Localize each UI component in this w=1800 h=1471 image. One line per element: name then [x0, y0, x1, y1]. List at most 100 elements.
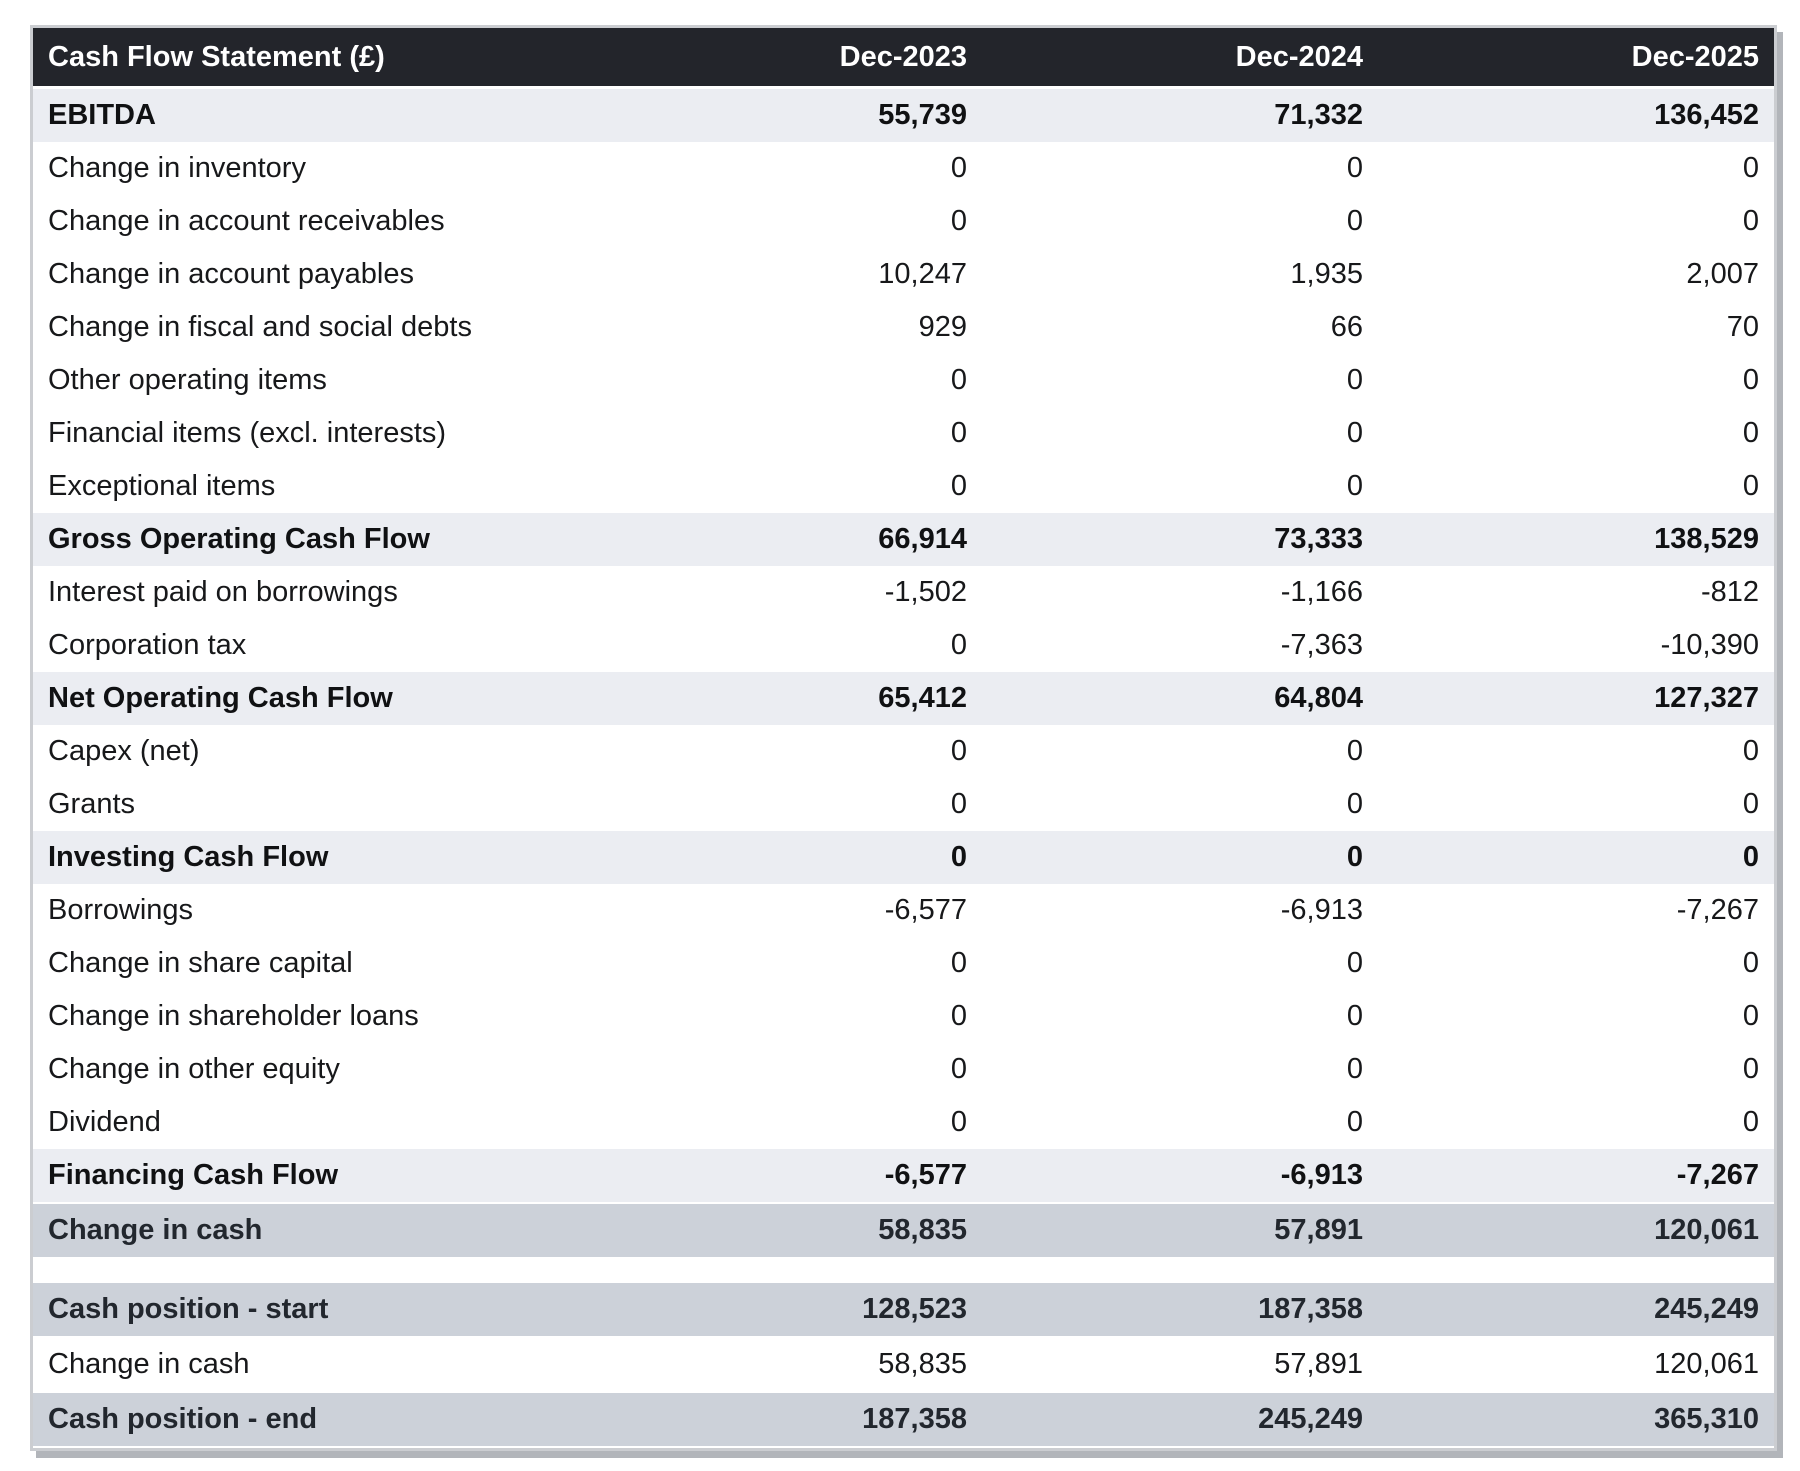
row-label: Financing Cash Flow — [33, 1149, 586, 1203]
table-row: Cash position - end 187,358 245,249 365,… — [33, 1391, 1774, 1448]
cash-flow-statement-container: Cash Flow Statement (£) Dec-2023 Dec-202… — [30, 25, 1777, 1451]
row-label: Cash position - start — [33, 1281, 586, 1338]
cell-value: 0 — [586, 937, 982, 990]
table-row: Change in other equity 0 0 0 — [33, 1043, 1774, 1096]
row-label: Capex (net) — [33, 725, 586, 778]
table-row: Dividend 0 0 0 — [33, 1096, 1774, 1149]
cell-value: 0 — [1378, 354, 1774, 407]
table-header: Cash Flow Statement (£) Dec-2023 Dec-202… — [33, 28, 1774, 89]
cell-value: 58,835 — [586, 1337, 982, 1392]
cell-value: 0 — [982, 142, 1378, 195]
cell-value: -6,913 — [982, 884, 1378, 937]
cell-value: 0 — [982, 831, 1378, 884]
row-label: Gross Operating Cash Flow — [33, 513, 586, 566]
cell-value: 138,529 — [1378, 513, 1774, 566]
cell-value: 0 — [586, 407, 982, 460]
table-row: Financing Cash Flow -6,577 -6,913 -7,267 — [33, 1149, 1774, 1203]
table-row: Corporation tax 0 -7,363 -10,390 — [33, 619, 1774, 672]
cell-value: 0 — [1378, 142, 1774, 195]
cell-value: 0 — [982, 725, 1378, 778]
cell-value: 0 — [982, 460, 1378, 513]
cell-value: 0 — [1378, 460, 1774, 513]
row-label: Change in inventory — [33, 142, 586, 195]
cell-value: -1,502 — [586, 566, 982, 619]
table-row: Capex (net) 0 0 0 — [33, 725, 1774, 778]
cell-value: 57,891 — [982, 1202, 1378, 1259]
cell-value: 0 — [1378, 195, 1774, 248]
cell-value: 0 — [1378, 725, 1774, 778]
cell-value: 365,310 — [1378, 1391, 1774, 1448]
cell-value: 120,061 — [1378, 1337, 1774, 1392]
cell-value: 57,891 — [982, 1337, 1378, 1392]
row-label: Cash position - end — [33, 1391, 586, 1448]
row-label: Investing Cash Flow — [33, 831, 586, 884]
table-row: Change in cash 58,835 57,891 120,061 — [33, 1202, 1774, 1259]
cell-value: 0 — [982, 778, 1378, 831]
cell-value: 187,358 — [982, 1281, 1378, 1338]
table-row: Interest paid on borrowings -1,502 -1,16… — [33, 566, 1774, 619]
table-row: Change in share capital 0 0 0 — [33, 937, 1774, 990]
cell-value: 66 — [982, 301, 1378, 354]
row-label: Net Operating Cash Flow — [33, 672, 586, 725]
cell-value: 10,247 — [586, 248, 982, 301]
table-row: Net Operating Cash Flow 65,412 64,804 12… — [33, 672, 1774, 725]
cell-value: -6,577 — [586, 1149, 982, 1203]
cell-value: 0 — [982, 407, 1378, 460]
cell-value: 929 — [586, 301, 982, 354]
column-header-dec-2024: Dec-2024 — [982, 28, 1378, 89]
cell-value: 0 — [982, 1043, 1378, 1096]
spacer-row — [33, 1258, 1774, 1282]
row-label: Change in cash — [33, 1202, 586, 1259]
column-header-dec-2023: Dec-2023 — [586, 28, 982, 89]
cell-value: -6,577 — [586, 884, 982, 937]
row-label: Borrowings — [33, 884, 586, 937]
cell-value: 0 — [586, 831, 982, 884]
table-row: Change in cash 58,835 57,891 120,061 — [33, 1337, 1774, 1392]
table-row: Change in account receivables 0 0 0 — [33, 195, 1774, 248]
table-row: Change in account payables 10,247 1,935 … — [33, 248, 1774, 301]
row-label: Exceptional items — [33, 460, 586, 513]
cell-value: 55,739 — [586, 87, 982, 142]
cell-value: 0 — [1378, 1043, 1774, 1096]
cell-value: 0 — [586, 142, 982, 195]
cell-value: 0 — [982, 937, 1378, 990]
table-row: Cash position - start 128,523 187,358 24… — [33, 1281, 1774, 1338]
cell-value: 0 — [1378, 831, 1774, 884]
row-label: Financial items (excl. interests) — [33, 407, 586, 460]
row-label: Grants — [33, 778, 586, 831]
cell-value: -6,913 — [982, 1149, 1378, 1203]
cell-value: -1,166 — [982, 566, 1378, 619]
row-label: Change in other equity — [33, 1043, 586, 1096]
cell-value: 0 — [1378, 1096, 1774, 1149]
cell-value: 0 — [586, 1043, 982, 1096]
table-row: Other operating items 0 0 0 — [33, 354, 1774, 407]
cell-value: -7,267 — [1378, 884, 1774, 937]
table-title: Cash Flow Statement (£) — [33, 28, 586, 89]
column-header-dec-2025: Dec-2025 — [1378, 28, 1774, 89]
table-body: EBITDA 55,739 71,332 136,452 Change in i… — [33, 87, 1774, 1448]
cell-value: 0 — [982, 990, 1378, 1043]
cell-value: 127,327 — [1378, 672, 1774, 725]
table-row: Investing Cash Flow 0 0 0 — [33, 831, 1774, 884]
cell-value: -10,390 — [1378, 619, 1774, 672]
cell-value: 0 — [1378, 990, 1774, 1043]
table-row: Gross Operating Cash Flow 66,914 73,333 … — [33, 513, 1774, 566]
cell-value: 0 — [586, 354, 982, 407]
cell-value: -7,363 — [982, 619, 1378, 672]
cell-value: 128,523 — [586, 1281, 982, 1338]
cell-value: 120,061 — [1378, 1202, 1774, 1259]
row-label: Dividend — [33, 1096, 586, 1149]
cell-value: 0 — [1378, 778, 1774, 831]
table-row: Change in inventory 0 0 0 — [33, 142, 1774, 195]
cell-value: 71,332 — [982, 87, 1378, 142]
cell-value: 65,412 — [586, 672, 982, 725]
cell-value: 2,007 — [1378, 248, 1774, 301]
table-row: Financial items (excl. interests) 0 0 0 — [33, 407, 1774, 460]
spacer-cell — [33, 1258, 1774, 1282]
row-label: Interest paid on borrowings — [33, 566, 586, 619]
cell-value: 64,804 — [982, 672, 1378, 725]
cell-value: 245,249 — [982, 1391, 1378, 1448]
table-row: Borrowings -6,577 -6,913 -7,267 — [33, 884, 1774, 937]
cell-value: 0 — [586, 778, 982, 831]
row-label: Change in shareholder loans — [33, 990, 586, 1043]
